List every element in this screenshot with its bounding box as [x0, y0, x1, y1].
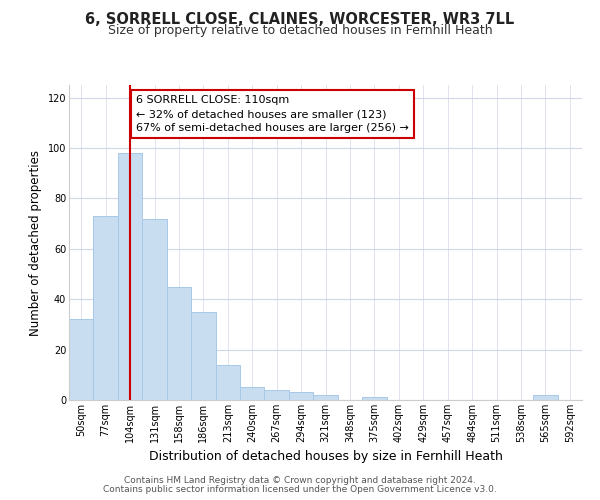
- Text: Size of property relative to detached houses in Fernhill Heath: Size of property relative to detached ho…: [107, 24, 493, 37]
- Y-axis label: Number of detached properties: Number of detached properties: [29, 150, 42, 336]
- Bar: [94, 216, 118, 400]
- Text: Contains HM Land Registry data © Crown copyright and database right 2024.: Contains HM Land Registry data © Crown c…: [124, 476, 476, 485]
- Bar: [289, 392, 313, 400]
- Bar: [167, 286, 191, 400]
- Bar: [69, 320, 94, 400]
- Bar: [265, 390, 289, 400]
- Bar: [533, 395, 557, 400]
- X-axis label: Distribution of detached houses by size in Fernhill Heath: Distribution of detached houses by size …: [149, 450, 502, 464]
- Bar: [313, 395, 338, 400]
- Text: 6, SORRELL CLOSE, CLAINES, WORCESTER, WR3 7LL: 6, SORRELL CLOSE, CLAINES, WORCESTER, WR…: [85, 12, 515, 28]
- Bar: [191, 312, 215, 400]
- Text: 6 SORRELL CLOSE: 110sqm
← 32% of detached houses are smaller (123)
67% of semi-d: 6 SORRELL CLOSE: 110sqm ← 32% of detache…: [136, 95, 409, 133]
- Bar: [142, 218, 167, 400]
- Bar: [118, 153, 142, 400]
- Text: Contains public sector information licensed under the Open Government Licence v3: Contains public sector information licen…: [103, 485, 497, 494]
- Bar: [215, 364, 240, 400]
- Bar: [362, 398, 386, 400]
- Bar: [240, 388, 265, 400]
